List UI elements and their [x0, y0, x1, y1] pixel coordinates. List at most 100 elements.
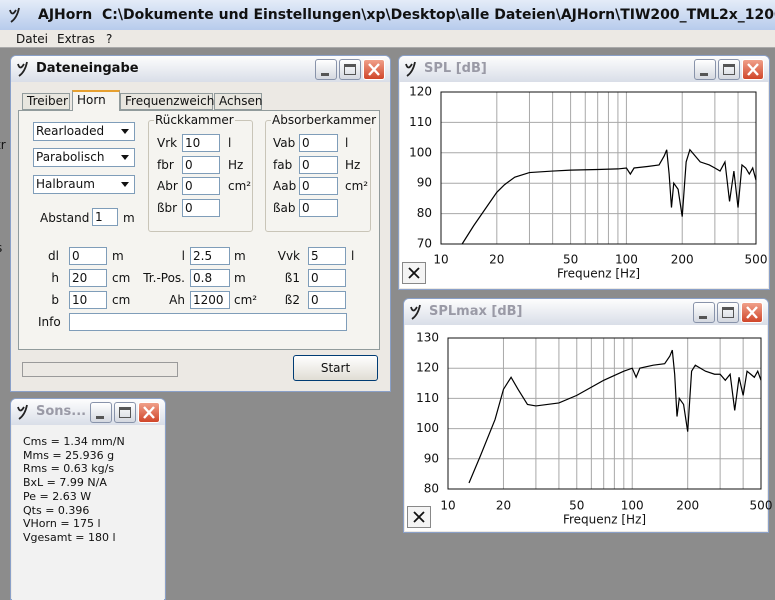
minimize-button[interactable]	[90, 402, 112, 423]
close-glyph	[143, 406, 155, 419]
field-unit: l	[345, 136, 349, 150]
field-label: l	[181, 249, 185, 263]
close-cross	[747, 63, 759, 76]
sons-client	[12, 425, 164, 600]
maximize-button[interactable]	[339, 59, 361, 80]
minimize-glyph	[699, 316, 707, 319]
window-title: SPLmax [dB]	[429, 304, 523, 319]
group-title: Rückkammer	[154, 112, 235, 128]
field-input	[182, 134, 220, 152]
close-button[interactable]	[742, 59, 764, 80]
close-glyph	[747, 63, 759, 76]
field-input-text: 0	[185, 179, 193, 193]
maximize-button[interactable]	[717, 302, 739, 323]
maximize-button[interactable]	[114, 402, 136, 423]
minimize-button[interactable]	[315, 59, 337, 80]
dropdown-text: Parabolisch	[36, 150, 105, 164]
field-label: ßab	[273, 201, 296, 215]
sons-line: Vgesamt = 180 l	[23, 530, 116, 544]
dropdown-arrow	[121, 155, 129, 160]
field-input-text: 10	[185, 136, 201, 150]
field-label: h	[51, 271, 59, 285]
chart-close-button[interactable]	[402, 262, 426, 284]
tab[interactable]	[214, 93, 262, 110]
icon-glyph	[17, 404, 28, 420]
tab[interactable]	[22, 93, 70, 110]
icon-glyph	[410, 304, 421, 320]
tab-label: Treiber	[27, 94, 68, 108]
start-button[interactable]: Start	[293, 355, 378, 381]
close-button[interactable]	[138, 402, 160, 423]
field-input-text: 2.5	[193, 249, 213, 263]
field-input-text: 0	[302, 158, 310, 172]
tab[interactable]	[72, 90, 120, 111]
field-input-text: 0	[311, 271, 319, 285]
field-label: ßbr	[157, 201, 178, 215]
tab-label: Frequenzweiche	[125, 94, 222, 108]
field-input	[308, 247, 346, 265]
field-input	[299, 156, 338, 174]
dropdown[interactable]	[33, 148, 135, 167]
close-glyph	[368, 63, 380, 76]
field-input	[182, 199, 220, 217]
menu-item[interactable]: Extras	[57, 32, 95, 46]
close-cross	[746, 306, 758, 319]
dropdown[interactable]	[33, 175, 135, 194]
field-input	[299, 134, 338, 152]
maximize-button[interactable]	[718, 59, 740, 80]
menu-item[interactable]: ?	[106, 32, 113, 46]
dropdown-button[interactable]	[116, 149, 134, 166]
minimize-button[interactable]	[694, 59, 716, 80]
sons-line: Pe = 2.63 W	[23, 489, 92, 503]
dropdown-button[interactable]	[116, 123, 134, 140]
field-unit: l	[351, 249, 355, 263]
maximize-glyph	[722, 307, 734, 318]
minimize-glyph	[96, 416, 104, 419]
minimize-button[interactable]	[693, 302, 715, 323]
close-cross	[408, 267, 420, 279]
abstand-input-text: 1	[95, 210, 103, 224]
field-label: Vvk	[277, 249, 300, 263]
chart-client	[405, 325, 767, 531]
window-title: Dateneingabe	[36, 61, 139, 76]
menu-item[interactable]: Datei	[16, 32, 49, 46]
field-input	[69, 291, 107, 309]
app-icon	[16, 404, 32, 420]
field-unit: m	[234, 271, 246, 285]
close-cross	[413, 511, 425, 523]
dropdown[interactable]	[33, 122, 135, 141]
field-unit: m	[234, 249, 246, 263]
close-glyph	[746, 306, 758, 319]
field-input-text: 5	[311, 249, 319, 263]
field-unit: cm²	[228, 179, 252, 193]
window-title: Sons...	[36, 404, 87, 419]
maximize-glyph	[119, 407, 131, 418]
field-input	[69, 247, 107, 265]
field-unit: cm²	[234, 293, 258, 307]
field-label: fbr	[157, 158, 174, 172]
field-input	[190, 269, 230, 287]
field-input	[69, 269, 107, 287]
field-input-text: 0	[311, 293, 319, 307]
field-input-text: 0	[185, 201, 193, 215]
dropdown-text: Rearloaded	[36, 124, 105, 138]
chart-close-button[interactable]	[407, 506, 431, 528]
tab[interactable]	[120, 93, 213, 110]
app-icon	[16, 61, 32, 77]
close-button[interactable]	[363, 59, 385, 80]
progress-bar	[22, 362, 178, 377]
field-input-text: 0	[185, 158, 193, 172]
field-input	[182, 177, 220, 195]
dropdown-text: Halbraum	[36, 177, 95, 191]
window-title: SPL [dB]	[424, 61, 487, 76]
info-label: Info	[38, 315, 61, 329]
field-label: Aab	[273, 179, 297, 193]
close-button[interactable]	[741, 302, 763, 323]
sons-line: Qts = 0.396	[23, 503, 90, 517]
minimize-glyph	[700, 73, 708, 76]
dropdown-arrow	[121, 129, 129, 134]
field-unit: l	[228, 136, 232, 150]
dropdown-button[interactable]	[116, 176, 134, 193]
field-label: Vab	[273, 136, 296, 150]
close-glyph	[413, 511, 425, 523]
